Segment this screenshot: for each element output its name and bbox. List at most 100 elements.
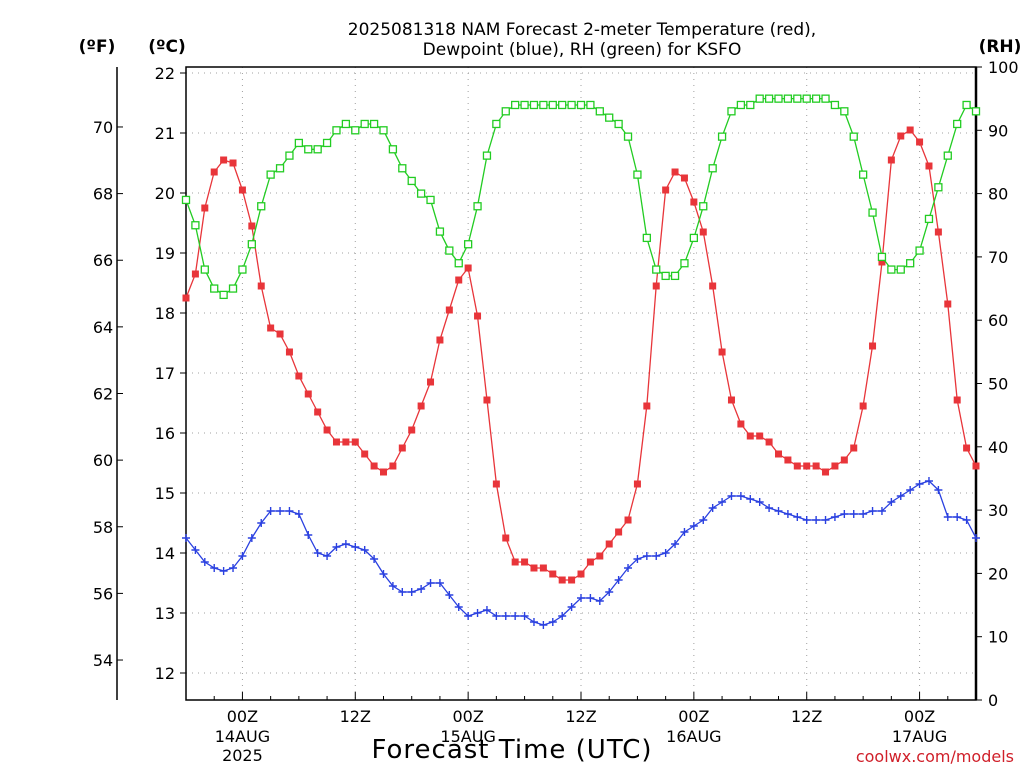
chart-title-line2: Dewpoint (blue), RH (green) for KSFO <box>423 40 742 60</box>
dewpoint-point <box>877 507 886 515</box>
temperature-point <box>652 282 660 290</box>
rh-tick-label: 20 <box>988 564 1008 583</box>
dewpoint-point <box>539 621 548 629</box>
fahrenheit-unit-label: (ºF) <box>79 37 116 57</box>
rh-tick-label: 70 <box>988 248 1008 267</box>
rh-point <box>915 246 924 255</box>
rh-point <box>501 107 510 116</box>
dewpoint-point <box>934 486 943 494</box>
x-tick-label: 00Z <box>904 707 935 726</box>
rh-tick-label: 80 <box>988 185 1008 204</box>
celsius-tick-label: 21 <box>155 124 175 143</box>
x-tick-label: 00Z <box>452 707 483 726</box>
temperature-point <box>878 258 886 266</box>
dewpoint-point <box>379 570 388 578</box>
rh-point <box>727 107 736 116</box>
rh-point <box>257 202 266 211</box>
temperature-point <box>539 564 547 572</box>
rh-point <box>614 119 623 129</box>
temperature-point <box>615 528 623 536</box>
temperature-point <box>944 300 952 308</box>
fahrenheit-tick-label: 54 <box>93 651 113 670</box>
series-temperature <box>182 126 980 584</box>
dewpoint-point <box>341 540 350 548</box>
rh-point <box>746 100 755 110</box>
dewpoint-point <box>868 507 877 515</box>
rh-point <box>548 100 557 110</box>
dewpoint-point <box>765 504 774 512</box>
dewpoint-point <box>323 552 332 560</box>
temperature-point <box>680 174 688 182</box>
dewpoint-point <box>783 510 792 518</box>
x-tick-date-label: 15AUG <box>440 727 495 746</box>
rh-point <box>840 107 849 116</box>
dewpoint-point <box>652 552 661 560</box>
rh-point <box>699 202 708 211</box>
dewpoint-point <box>595 597 604 605</box>
dewpoint-point <box>633 555 642 563</box>
temperature-point <box>709 282 717 290</box>
dewpoint-point <box>915 480 924 488</box>
rh-point <box>285 151 294 160</box>
temperature-point <box>238 186 246 194</box>
fahrenheit-tick-label: 66 <box>93 251 113 270</box>
dewpoint-point <box>360 546 369 554</box>
dewpoint-point <box>661 549 670 557</box>
x-tick-label: 00Z <box>678 707 709 726</box>
dewpoint-point <box>859 510 868 518</box>
rh-point <box>558 100 567 110</box>
dewpoint-point <box>454 603 463 611</box>
temperature-point <box>718 348 726 356</box>
temperature-point <box>840 456 848 464</box>
dewpoint-point <box>294 510 303 518</box>
rh-point <box>896 265 905 274</box>
dewpoint-point <box>727 492 736 500</box>
rh-point <box>238 265 247 274</box>
dewpoint-point <box>276 507 285 515</box>
x-tick-date-label: 17AUG <box>892 727 947 746</box>
dewpoint-point <box>849 510 858 518</box>
chart-series <box>181 94 981 629</box>
rh-point <box>670 271 680 281</box>
temperature-point <box>869 342 877 350</box>
rh-point <box>181 195 191 205</box>
dewpoint-point <box>435 579 444 587</box>
rh-point <box>906 259 915 268</box>
dewpoint-point <box>802 516 811 524</box>
dewpoint-point <box>182 534 190 542</box>
temperature-point <box>577 570 585 578</box>
rh-point <box>595 107 604 116</box>
dewpoint-point <box>896 492 905 500</box>
temperature-point <box>737 420 745 428</box>
dewpoint-point <box>247 534 256 542</box>
dewpoint-point <box>548 618 557 626</box>
rh-unit-label: (RH) <box>979 37 1022 57</box>
dewpoint-point <box>558 612 567 620</box>
rh-point <box>379 126 388 135</box>
temperature-point <box>445 306 453 314</box>
temperature-point <box>304 390 312 398</box>
x-tick-label: 12Z <box>340 707 371 726</box>
rh-point <box>811 94 821 103</box>
dewpoint-point <box>426 579 435 587</box>
rh-point <box>191 221 200 230</box>
chart-axes: 12 13 14 15 16 17 18 19 20 21 22 54 56 58 60 62 64 66 68 70… <box>93 58 1019 710</box>
rh-point <box>924 214 934 224</box>
rh-point <box>708 164 717 173</box>
dewpoint-point <box>887 498 896 506</box>
temperature-point <box>784 456 792 464</box>
celsius-tick-label: 17 <box>155 364 175 383</box>
x-tick-label: 12Z <box>791 707 822 726</box>
rh-point <box>332 126 341 135</box>
celsius-tick-label: 14 <box>155 544 175 563</box>
rh-point <box>717 132 727 141</box>
dewpoint-point <box>774 507 783 515</box>
dewpoint-point <box>210 564 219 572</box>
temperature-point <box>887 156 895 164</box>
temperature-point <box>859 402 867 410</box>
dewpoint-point <box>492 612 501 620</box>
rh-point <box>369 119 379 129</box>
rh-point <box>341 119 351 129</box>
